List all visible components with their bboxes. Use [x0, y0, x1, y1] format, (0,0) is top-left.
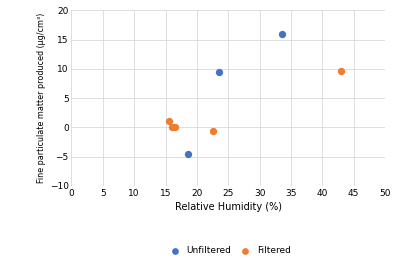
Filtered — [172, 125, 178, 129]
Filtered — [166, 119, 172, 123]
Unfiltered — [216, 70, 222, 74]
Filtered — [169, 125, 175, 129]
Filtered — [338, 68, 344, 72]
Unfiltered — [184, 151, 191, 156]
Legend: Unfiltered, Filtered: Unfiltered, Filtered — [166, 246, 291, 255]
Unfiltered — [278, 32, 285, 36]
Y-axis label: Fine particulate matter produced (µg/cm³): Fine particulate matter produced (µg/cm³… — [37, 13, 46, 183]
Filtered — [210, 129, 216, 133]
X-axis label: Relative Humidity (%): Relative Humidity (%) — [175, 202, 282, 212]
